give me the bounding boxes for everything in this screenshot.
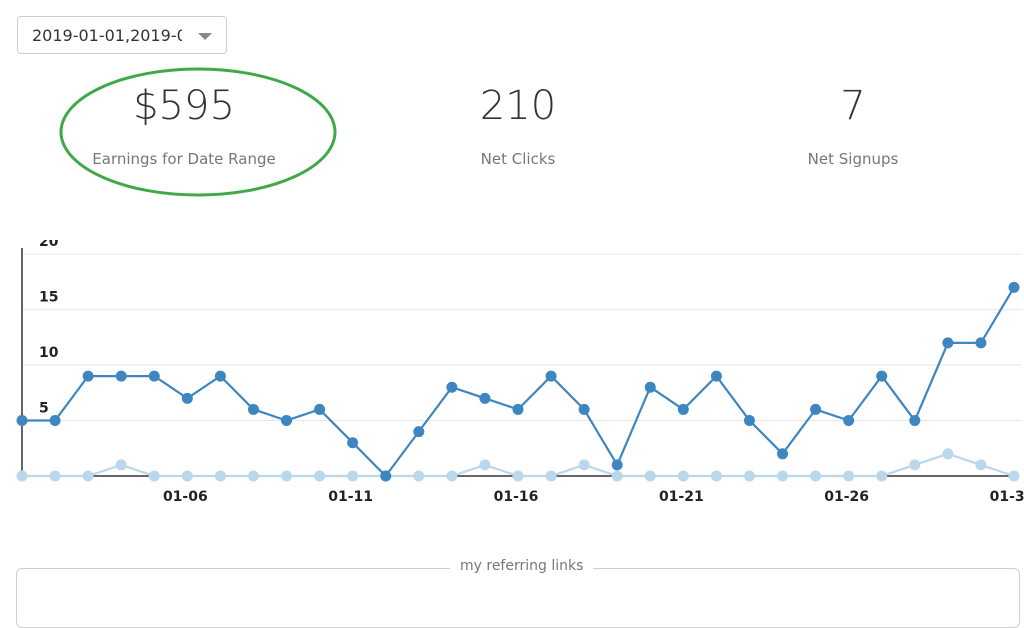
data-point	[16, 415, 28, 427]
data-point	[214, 370, 226, 382]
date-range-select[interactable]: 2019-01-01,2019-0	[17, 16, 227, 54]
data-point	[413, 426, 425, 438]
data-point	[479, 459, 491, 471]
data-point	[214, 470, 226, 482]
data-point	[578, 459, 590, 471]
y-tick-label: 15	[39, 290, 58, 306]
chevron-down-icon	[198, 33, 212, 40]
data-point	[148, 370, 160, 382]
data-point	[677, 403, 689, 415]
data-point	[810, 403, 822, 415]
series-line	[22, 286, 1015, 478]
data-point	[843, 415, 855, 427]
data-point	[82, 370, 94, 382]
data-point	[644, 470, 656, 482]
data-point	[743, 415, 755, 427]
x-tick-label: 01-21	[659, 489, 704, 505]
x-tick-label: 01-11	[328, 489, 373, 505]
data-point	[743, 470, 755, 482]
data-point	[446, 470, 458, 482]
data-point	[446, 381, 458, 393]
earnings-label: Earnings for Date Range	[92, 150, 276, 168]
data-point	[843, 470, 855, 482]
clicks-label: Net Clicks	[480, 150, 556, 168]
data-point	[942, 337, 954, 349]
earnings-stat: $595 Earnings for Date Range	[84, 82, 284, 168]
data-point	[314, 403, 326, 415]
data-point	[82, 470, 94, 482]
data-point	[16, 470, 28, 482]
data-point	[909, 459, 921, 471]
data-point	[413, 470, 425, 482]
data-point	[1008, 470, 1020, 482]
data-point	[347, 470, 359, 482]
data-point	[578, 403, 590, 415]
data-point	[876, 470, 888, 482]
x-tick-label: 01-26	[824, 489, 869, 505]
data-point	[975, 337, 987, 349]
data-point	[545, 470, 557, 482]
data-point	[49, 470, 61, 482]
signups-label: Net Signups	[807, 150, 899, 168]
clicks-stat: 210 Net Clicks	[418, 82, 618, 168]
data-point	[181, 470, 193, 482]
data-point	[710, 370, 722, 382]
x-tick-label: 01-31	[990, 489, 1024, 505]
data-point	[512, 470, 524, 482]
referring-links-box	[16, 568, 1020, 628]
data-point	[777, 470, 789, 482]
data-point	[181, 392, 193, 404]
x-tick-label: 01-16	[494, 489, 539, 505]
data-point	[810, 470, 822, 482]
signups-stat: 7 Net Signups	[753, 82, 953, 168]
data-point	[677, 470, 689, 482]
data-point	[512, 403, 524, 415]
data-point	[545, 370, 557, 382]
data-point	[380, 470, 392, 482]
y-tick-label: 10	[39, 345, 59, 361]
signups-value: 7	[840, 83, 866, 129]
data-point	[611, 459, 623, 471]
x-tick-label: 01-06	[163, 489, 208, 505]
earnings-value: $595	[133, 83, 235, 129]
data-point	[314, 470, 326, 482]
y-tick-label: 20	[39, 240, 59, 250]
data-point	[942, 448, 954, 460]
referring-links-title: my referring links	[450, 558, 594, 574]
date-range-value: 2019-01-01,2019-0	[32, 25, 182, 45]
data-point	[479, 392, 491, 404]
data-point	[644, 381, 656, 393]
daily-line-chart: 5 10 15 20 01-06 01-11 01-16 01-21 01-26 01-31	[16, 240, 1024, 505]
clicks-value: 210	[479, 83, 557, 129]
data-point	[148, 470, 160, 482]
data-point	[49, 415, 61, 427]
data-point	[281, 470, 293, 482]
data-point	[247, 403, 259, 415]
data-point	[611, 470, 623, 482]
data-point	[876, 370, 888, 382]
y-tick-label: 5	[39, 401, 49, 417]
data-point	[710, 470, 722, 482]
data-point	[777, 448, 789, 460]
data-point	[247, 470, 259, 482]
data-point	[281, 415, 293, 427]
data-point	[909, 415, 921, 427]
data-point	[975, 459, 987, 471]
data-point	[115, 459, 127, 471]
data-point	[115, 370, 127, 382]
highlight-circle	[59, 67, 337, 197]
data-point	[1008, 281, 1020, 293]
data-point	[347, 437, 359, 449]
